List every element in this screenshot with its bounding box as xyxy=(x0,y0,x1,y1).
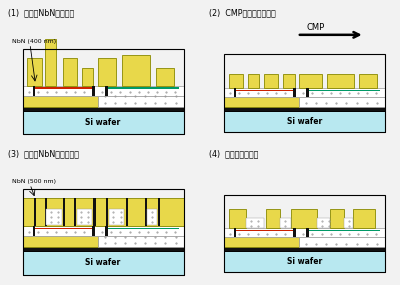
Text: Si wafer: Si wafer xyxy=(86,118,121,127)
Bar xyxy=(105,86,108,95)
Bar xyxy=(23,236,98,247)
Bar xyxy=(74,198,76,226)
Bar xyxy=(33,226,35,236)
Text: NbN (500 nm): NbN (500 nm) xyxy=(12,179,56,184)
Bar xyxy=(106,87,179,89)
Bar xyxy=(306,229,309,237)
Bar xyxy=(92,86,95,95)
Bar xyxy=(293,88,296,97)
Bar xyxy=(293,229,296,237)
Bar xyxy=(34,198,36,226)
Bar xyxy=(34,87,94,89)
Bar xyxy=(224,229,385,237)
Bar xyxy=(228,74,243,88)
Text: (1)  配線用NbN膜の堆積: (1) 配線用NbN膜の堆積 xyxy=(8,9,74,18)
Bar xyxy=(224,111,385,132)
Bar xyxy=(317,218,330,229)
Bar xyxy=(145,198,147,226)
Bar xyxy=(235,89,294,91)
Bar xyxy=(330,209,344,229)
Bar xyxy=(23,86,184,95)
Bar xyxy=(23,95,98,107)
Bar xyxy=(280,218,291,229)
Bar xyxy=(224,107,385,111)
Text: NbN (400 nm): NbN (400 nm) xyxy=(12,39,56,44)
Bar xyxy=(228,209,246,229)
Bar xyxy=(122,56,150,86)
Bar xyxy=(106,198,108,226)
Text: (4)  配線形状の決定: (4) 配線形状の決定 xyxy=(209,149,258,158)
Bar xyxy=(234,88,236,97)
Bar xyxy=(224,97,300,107)
Text: (2)  CMPによる平坦加工: (2) CMPによる平坦加工 xyxy=(209,9,276,18)
Bar xyxy=(224,54,385,132)
Bar xyxy=(224,195,385,272)
Bar xyxy=(98,58,116,86)
Bar xyxy=(23,251,184,274)
Bar xyxy=(33,86,35,95)
Bar xyxy=(109,209,124,225)
Bar xyxy=(291,209,317,229)
Bar xyxy=(63,198,65,226)
Bar xyxy=(23,107,184,111)
Bar xyxy=(235,230,294,231)
Bar xyxy=(246,218,264,229)
Bar xyxy=(126,198,128,226)
Bar xyxy=(82,68,94,86)
Bar xyxy=(28,58,42,86)
Bar xyxy=(147,209,157,225)
Bar xyxy=(23,189,184,274)
Text: CMP: CMP xyxy=(306,23,324,32)
Bar xyxy=(266,209,280,229)
Bar xyxy=(248,74,259,88)
Bar xyxy=(92,226,95,236)
Bar xyxy=(308,89,380,91)
Bar xyxy=(224,247,385,251)
Bar xyxy=(105,226,108,236)
Bar xyxy=(23,226,184,236)
Text: Si wafer: Si wafer xyxy=(287,117,322,126)
Bar xyxy=(327,74,354,88)
Bar xyxy=(23,247,184,251)
Text: (3)  配線用NbN膜の再堆積: (3) 配線用NbN膜の再堆積 xyxy=(8,149,79,158)
Bar xyxy=(224,237,300,247)
Bar xyxy=(224,88,385,97)
Bar xyxy=(158,198,160,226)
Bar xyxy=(45,198,47,226)
Bar xyxy=(264,74,278,88)
Bar xyxy=(23,48,184,134)
Bar xyxy=(98,95,184,107)
Bar xyxy=(156,68,174,86)
Text: Si wafer: Si wafer xyxy=(86,258,121,268)
Bar xyxy=(344,218,352,229)
Bar xyxy=(283,74,294,88)
Bar xyxy=(300,237,385,247)
Bar xyxy=(300,97,385,107)
Bar xyxy=(76,209,92,225)
Bar xyxy=(45,39,56,86)
Bar xyxy=(352,209,375,229)
Bar xyxy=(224,251,385,272)
Bar xyxy=(46,209,62,225)
Bar xyxy=(23,198,184,226)
Bar xyxy=(34,228,94,229)
Text: Si wafer: Si wafer xyxy=(287,257,322,266)
Bar xyxy=(306,88,309,97)
Bar xyxy=(63,58,77,86)
Bar xyxy=(300,74,322,88)
Bar xyxy=(98,236,184,247)
Bar xyxy=(23,111,184,134)
Bar xyxy=(106,228,179,229)
Bar xyxy=(359,74,377,88)
Bar xyxy=(308,230,380,231)
Bar xyxy=(234,229,236,237)
Bar xyxy=(94,198,96,226)
